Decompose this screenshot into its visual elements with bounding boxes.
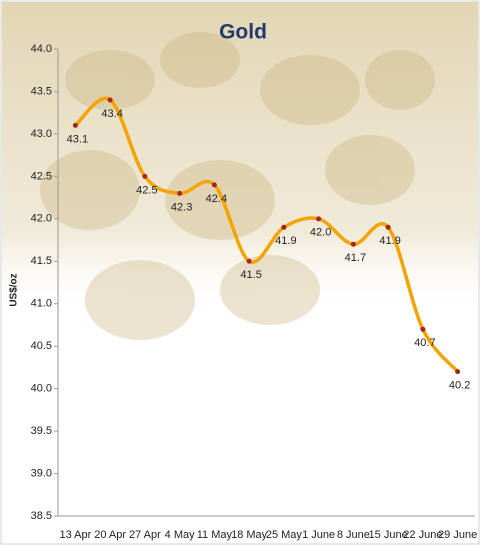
x-tick-label: 15 June (369, 529, 408, 541)
y-tick-label: 39.5 (31, 425, 52, 437)
x-tick-label: 22 June (403, 529, 442, 541)
x-tick-label: 27 Apr (129, 529, 161, 541)
data-label: 41.9 (379, 235, 400, 247)
y-axis-label: US$/oz (9, 273, 20, 306)
x-tick-label: 20 Apr (94, 529, 126, 541)
data-point (177, 190, 183, 196)
y-tick-label: 39.0 (31, 467, 52, 479)
x-tick-label: 18 May (231, 529, 268, 541)
y-tick-label: 40.5 (31, 340, 52, 352)
data-point (281, 224, 287, 230)
data-point (246, 258, 252, 264)
data-label: 41.7 (345, 252, 366, 264)
data-point (350, 241, 356, 247)
data-label: 40.2 (449, 380, 470, 392)
y-tick-label: 42.0 (31, 213, 52, 225)
data-label: 41.9 (275, 235, 296, 247)
data-point (420, 326, 426, 332)
x-tick-label: 1 June (302, 529, 335, 541)
data-label: 42.3 (171, 201, 192, 213)
data-point (385, 224, 391, 230)
chart-title: Gold (219, 21, 267, 44)
x-tick-label: 4 May (165, 529, 195, 541)
data-point (72, 122, 78, 128)
data-label: 40.7 (414, 337, 435, 349)
data-point (107, 97, 113, 103)
data-label: 43.1 (67, 133, 88, 145)
nuggets (40, 32, 435, 340)
y-tick-label: 43.0 (31, 128, 52, 140)
series-line (74, 96, 459, 373)
background-image (2, 2, 478, 422)
data-label: 41.5 (240, 269, 261, 281)
x-tick-label: 13 Apr (59, 529, 91, 541)
data-label: 42.0 (310, 227, 331, 239)
y-tick-label: 41.5 (31, 255, 52, 267)
y-tick-label: 40.0 (31, 383, 52, 395)
data-point (211, 182, 217, 188)
data-label: 42.5 (136, 184, 157, 196)
data-point (455, 369, 461, 375)
data-label: 43.4 (101, 108, 122, 120)
x-tick-label: 8 June (337, 529, 370, 541)
x-tick-label: 29 June (438, 529, 477, 541)
y-tick-label: 42.5 (31, 170, 52, 182)
data-point (316, 216, 322, 222)
y-tick-label: 38.5 (31, 510, 52, 522)
x-tick-label: 11 May (197, 529, 233, 541)
x-tick-label: 25 May (266, 529, 303, 541)
y-tick-label: 41.0 (31, 298, 52, 310)
data-label: 42.4 (206, 193, 227, 205)
data-point (142, 173, 148, 179)
y-tick-label: 44.0 (31, 43, 52, 55)
y-tick-label: 43.5 (31, 85, 52, 97)
